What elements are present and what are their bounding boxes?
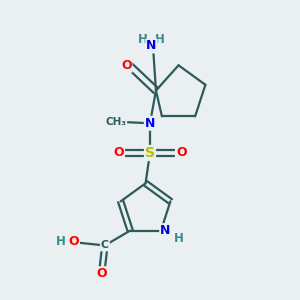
Text: H: H — [56, 235, 65, 248]
Text: O: O — [68, 235, 79, 248]
Text: S: S — [145, 146, 155, 160]
Text: O: O — [121, 59, 131, 72]
Text: N: N — [160, 224, 171, 237]
Text: CH₃: CH₃ — [105, 117, 126, 127]
Text: O: O — [113, 146, 124, 160]
Text: N: N — [146, 40, 157, 52]
Text: H: H — [138, 33, 148, 46]
Text: O: O — [176, 146, 187, 160]
Text: C: C — [101, 241, 109, 250]
Text: O: O — [97, 267, 107, 280]
Text: H: H — [154, 33, 164, 46]
Text: H: H — [174, 232, 184, 244]
Text: N: N — [145, 117, 155, 130]
